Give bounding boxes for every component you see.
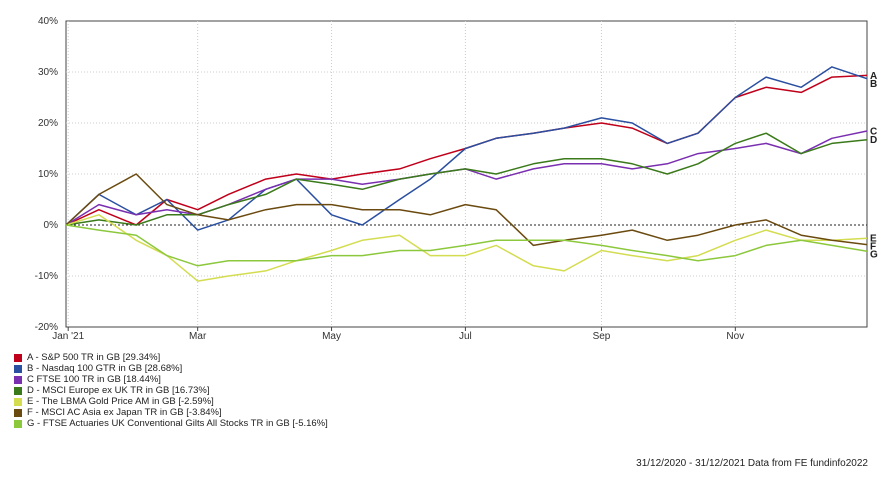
series-line-g <box>65 224 868 267</box>
legend-label: D - MSCI Europe ex UK TR in GB [16.73%] <box>27 385 210 396</box>
series-line-f <box>65 173 868 247</box>
y-tick-label: 0% <box>44 220 59 231</box>
y-axis-ticks: 40% 30% 20% 10% 0% -10% -20% <box>35 16 58 333</box>
legend-swatch <box>14 375 22 384</box>
y-tick-label: -20% <box>35 322 58 333</box>
legend-swatch <box>14 419 22 428</box>
x-tick-label: Mar <box>189 331 207 342</box>
y-tick-label: 30% <box>38 67 58 78</box>
legend-label: A - S&P 500 TR in GB [29.34%] <box>27 352 161 363</box>
legend-item: D - MSCI Europe ex UK TR in GB [16.73%] <box>14 385 328 396</box>
end-label-c: C <box>870 126 877 137</box>
legend-item: F - MSCI AC Asia ex Japan TR in GB [-3.8… <box>14 407 328 418</box>
line-chart: 40% 30% 20% 10% 0% -10% -20% Jan '21 Mar May Jul S… <box>35 16 878 342</box>
y-tick-label: 40% <box>38 16 58 27</box>
end-label-b: B <box>870 79 877 90</box>
legend-swatch <box>14 364 22 373</box>
y-tick-label: 10% <box>38 169 58 180</box>
series-line-e <box>65 214 868 282</box>
x-axis-ticks: Jan '21 Mar May Jul Sep Nov <box>52 327 744 342</box>
legend-item: A - S&P 500 TR in GB [29.34%] <box>14 352 328 363</box>
legend: A - S&P 500 TR in GB [29.34%] B - Nasdaq … <box>14 352 328 429</box>
x-tick-label: May <box>322 331 341 342</box>
legend-swatch <box>14 386 22 395</box>
y-tick-label: 20% <box>38 118 58 129</box>
x-tick-label: Nov <box>726 331 744 342</box>
end-label-a: A <box>870 71 877 82</box>
legend-label: B - Nasdaq 100 GTR in GB [28.68%] <box>27 363 183 374</box>
legend-swatch <box>14 408 22 417</box>
legend-label: G - FTSE Actuaries UK Conventional Gilts… <box>27 418 328 429</box>
legend-item: G - FTSE Actuaries UK Conventional Gilts… <box>14 418 328 429</box>
x-tick-label: Jul <box>459 331 472 342</box>
end-label-e: E <box>870 234 877 245</box>
series-line-b <box>65 66 868 231</box>
gridlines <box>66 21 867 327</box>
end-labels: AB CD EFG <box>870 71 878 261</box>
legend-label: F - MSCI AC Asia ex Japan TR in GB [-3.8… <box>27 407 222 418</box>
legend-item: E - The LBMA Gold Price AM in GB [-2.59%… <box>14 396 328 407</box>
end-label-g: G <box>870 250 878 261</box>
series-lines <box>65 66 868 282</box>
legend-swatch <box>14 353 22 362</box>
footer-date-range: 31/12/2020 - 31/12/2021 Data from FE fun… <box>636 458 868 469</box>
legend-label: C FTSE 100 TR in GB [18.44%] <box>27 374 161 385</box>
legend-label: E - The LBMA Gold Price AM in GB [-2.59%… <box>27 396 214 407</box>
legend-item: B - Nasdaq 100 GTR in GB [28.68%] <box>14 363 328 374</box>
end-label-f: F <box>870 242 876 253</box>
plot-area <box>65 20 868 328</box>
end-label-d: D <box>870 135 877 146</box>
legend-swatch <box>14 397 22 406</box>
y-tick-label: -10% <box>35 271 58 282</box>
x-tick-label: Jan '21 <box>52 331 84 342</box>
x-tick-label: Sep <box>593 331 611 342</box>
legend-item: C FTSE 100 TR in GB [18.44%] <box>14 374 328 385</box>
